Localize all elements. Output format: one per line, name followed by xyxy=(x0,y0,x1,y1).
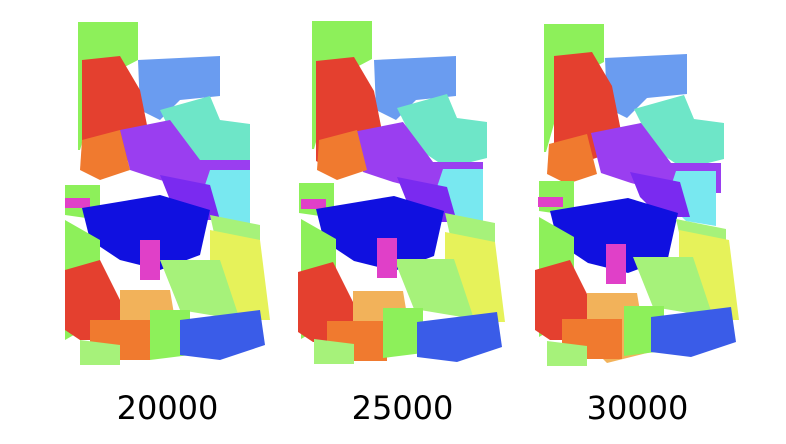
district-region xyxy=(538,197,563,207)
district-region xyxy=(138,56,220,120)
district-region xyxy=(140,240,160,280)
map-panel-25000: 25000 xyxy=(295,20,510,440)
district-region xyxy=(374,56,456,120)
district-region xyxy=(80,130,130,180)
panel-caption: 30000 xyxy=(586,389,689,427)
district-region xyxy=(314,339,354,364)
district-region xyxy=(312,21,372,149)
district-region xyxy=(633,257,713,317)
district-map xyxy=(65,22,270,365)
district-region xyxy=(317,130,367,180)
district-region xyxy=(80,340,120,365)
panel-caption: 25000 xyxy=(351,389,454,427)
map-panel-30000: 30000 xyxy=(530,20,745,440)
district-region xyxy=(651,307,736,357)
district-map xyxy=(535,24,739,366)
district-region xyxy=(82,195,210,270)
district-map xyxy=(298,21,505,364)
district-region xyxy=(383,308,423,358)
district-region xyxy=(630,172,690,217)
district-region xyxy=(78,22,138,150)
district-region xyxy=(417,312,502,362)
map-panel-20000: 20000 xyxy=(60,20,275,440)
district-region xyxy=(301,199,326,209)
district-region xyxy=(606,244,626,284)
district-region xyxy=(394,259,474,319)
district-region xyxy=(160,260,240,320)
district-region xyxy=(547,134,597,184)
district-region xyxy=(65,198,90,208)
district-region xyxy=(550,198,678,273)
district-region xyxy=(316,196,444,271)
district-region xyxy=(547,341,587,366)
panel-caption: 20000 xyxy=(116,389,219,427)
district-region xyxy=(377,238,397,278)
district-region xyxy=(605,54,687,118)
district-region xyxy=(180,310,265,360)
